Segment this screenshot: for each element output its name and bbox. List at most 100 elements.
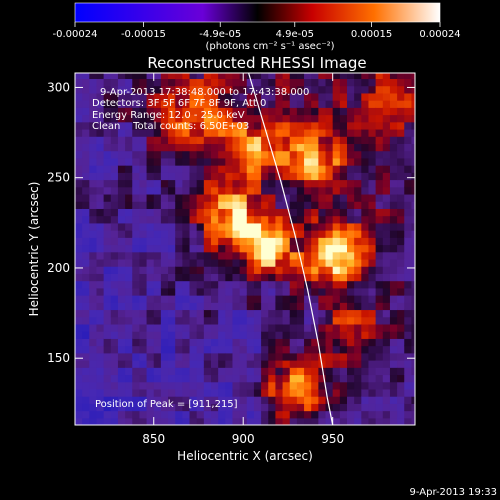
heatmap-cell — [75, 121, 83, 130]
heatmap-cell — [296, 179, 305, 188]
heatmap-cell — [239, 273, 248, 282]
heatmap-cell — [404, 208, 413, 217]
heatmap-cell — [246, 114, 255, 123]
heatmap-cell — [175, 381, 183, 390]
heatmap-cell — [296, 352, 305, 361]
heatmap-cell — [382, 186, 391, 195]
heatmap-cell — [110, 345, 119, 354]
heatmap-cell — [347, 381, 355, 390]
heatmap-cell — [196, 172, 205, 181]
heatmap-cell — [239, 215, 248, 224]
heatmap-cell — [397, 186, 405, 195]
heatmap-cell — [218, 172, 226, 181]
heatmap-cell — [125, 157, 133, 166]
heatmap-cell — [96, 251, 105, 260]
heatmap-cell — [318, 215, 327, 224]
heatmap-cell — [182, 323, 191, 332]
heatmap-cell — [89, 100, 98, 108]
heatmap-cell — [275, 114, 284, 123]
heatmap-cell — [75, 396, 83, 404]
heatmap-cell — [196, 100, 205, 108]
heatmap-cell — [239, 114, 248, 123]
heatmap-cell — [375, 410, 384, 419]
heatmap-cell — [203, 85, 212, 94]
heatmap-cell — [311, 78, 319, 87]
heatmap-cell — [146, 92, 155, 101]
heatmap-cell — [168, 309, 176, 318]
heatmap-cell — [382, 338, 391, 347]
heatmap-cell — [110, 78, 119, 87]
heatmap-cell — [332, 230, 341, 238]
heatmap-cell — [253, 258, 262, 267]
heatmap-cell — [132, 157, 141, 166]
heatmap-cell — [368, 352, 377, 361]
heatmap-cell — [268, 345, 277, 354]
heatmap-cell — [311, 338, 319, 347]
heatmap-cell — [211, 338, 219, 347]
heatmap-cell — [261, 215, 269, 224]
heatmap-cell — [304, 208, 312, 217]
heatmap-cell — [382, 287, 391, 296]
heatmap-cell — [75, 374, 83, 383]
heatmap-cell — [275, 417, 284, 425]
heatmap-cell — [132, 143, 141, 152]
heatmap-cell — [89, 107, 98, 116]
heatmap-cell — [404, 215, 413, 224]
heatmap-cell — [296, 172, 305, 181]
heatmap-cell — [332, 396, 341, 404]
heatmap-cell — [261, 295, 269, 303]
heatmap-cell — [153, 338, 162, 347]
heatmap-cell — [117, 417, 126, 425]
heatmap-cell — [153, 237, 162, 246]
heatmap-cell — [375, 396, 384, 404]
heatmap-cell — [325, 208, 334, 217]
heatmap-cell — [339, 222, 348, 231]
heatmap-cell — [253, 323, 262, 332]
heatmap-cell — [117, 215, 126, 224]
heatmap-cell — [404, 258, 413, 267]
heatmap-cell — [189, 316, 198, 325]
heatmap-cell — [189, 388, 198, 397]
heatmap-cell — [117, 222, 126, 231]
heatmap-cell — [175, 244, 183, 253]
heatmap-cell — [268, 309, 277, 318]
heatmap-cell — [82, 121, 90, 130]
heatmap-cell — [339, 280, 348, 289]
heatmap-cell — [225, 100, 234, 108]
heatmap-cell — [368, 258, 377, 267]
heatmap-cell — [110, 179, 119, 188]
heatmap-cell — [361, 114, 370, 123]
heatmap-cell — [404, 266, 413, 274]
heatmap-cell — [218, 360, 226, 368]
heatmap-cell — [160, 287, 169, 296]
heatmap-cell — [182, 417, 191, 425]
heatmap-cell — [389, 323, 398, 332]
heatmap-cell — [246, 345, 255, 354]
heatmap-cell — [82, 186, 90, 195]
heatmap-cell — [103, 410, 112, 419]
heatmap-cell — [325, 381, 334, 390]
heatmap-cell — [168, 114, 176, 123]
heatmap-cell — [268, 323, 277, 332]
heatmap-cell — [89, 201, 98, 209]
heatmap-cell — [232, 92, 241, 101]
heatmap-cell — [339, 345, 348, 354]
heatmap-cell — [160, 222, 169, 231]
heatmap-cell — [318, 367, 327, 376]
heatmap-cell — [139, 157, 148, 166]
heatmap-cell — [89, 143, 98, 152]
heatmap-cell — [325, 280, 334, 289]
heatmap-cell — [275, 73, 284, 80]
heatmap-cell — [253, 73, 262, 80]
heatmap-cell — [189, 172, 198, 181]
heatmap-cell — [347, 78, 355, 87]
heatmap-cell — [75, 287, 83, 296]
heatmap-cell — [347, 193, 355, 202]
heatmap-cell — [289, 331, 298, 339]
heatmap-cell — [375, 280, 384, 289]
heatmap-cell — [339, 323, 348, 332]
heatmap-cell — [182, 331, 191, 339]
heatmap-cell — [354, 193, 362, 202]
heatmap-cell — [304, 251, 312, 260]
heatmap-cell — [246, 172, 255, 181]
